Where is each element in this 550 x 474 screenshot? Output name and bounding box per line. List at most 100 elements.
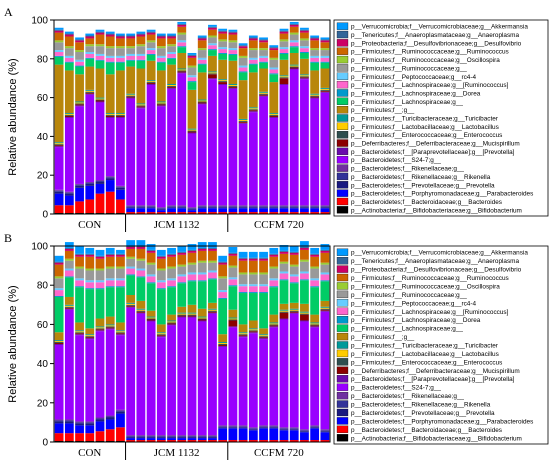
legend-swatch [336,80,349,89]
bar-segment [300,38,309,41]
bar-segment [269,50,279,58]
y-tick-label: 40 [37,359,49,370]
bar-segment [116,330,125,332]
bar-segment [64,117,74,118]
bar-segment [208,205,217,207]
bar-segment [116,186,125,188]
bar-segment [289,21,299,24]
bar-segment [289,67,299,69]
bar-segment [146,438,156,441]
bar-segment [289,24,299,27]
bar-segment [116,254,125,257]
bar-segment [218,80,228,82]
bar-segment [116,70,125,114]
bar-segment [320,306,330,308]
bar-segment [238,334,248,336]
plot-frame [53,245,331,443]
bar-segment [156,435,166,437]
bar-segment [218,28,228,31]
bar-segment [320,206,330,208]
bar-segment [54,420,64,422]
bar-segment [105,286,115,288]
bar-segment [116,322,125,331]
bar-segment [228,32,238,35]
bar-segment [218,298,228,335]
bar-segment [126,97,136,99]
bar-segment [54,147,64,190]
bar-segment [146,80,156,82]
bar-segment [310,206,320,208]
bar-segment [75,65,84,67]
bar-segment [95,431,105,442]
bar-segment [126,36,136,39]
bar-segment [300,208,309,213]
bar-segment [105,253,115,255]
bar-segment [156,208,166,210]
bar-segment [218,207,228,209]
bar-segment [320,250,330,253]
bar-segment [289,26,299,33]
bar-segment [238,122,248,124]
bar-segment [64,113,74,115]
bar-segment [218,49,228,53]
bar-segment [167,323,176,325]
bar-segment [248,57,258,60]
bar-segment [136,205,146,207]
bar-segment [320,431,330,433]
bar-segment [177,254,187,265]
bar-segment [228,326,238,328]
bar-segment [156,258,166,269]
bar-segment [197,281,207,309]
bar-segment [116,427,125,442]
bar-segment [105,247,115,254]
bar-segment [310,428,320,441]
legend-swatch [336,299,349,307]
bar-segment [228,84,238,85]
bar-segment [64,195,74,206]
bar-segment [259,212,268,214]
bar-segment [156,61,166,63]
legend-swatch [336,383,349,391]
bar-segment [64,55,74,58]
bar-segment [279,31,289,34]
bar-segment [187,81,197,83]
bar-segment [105,176,115,178]
legend-label: p__Deferribacteres;f__Deferribacteraceae… [351,368,520,375]
bar-segment [85,282,95,289]
bar-segment [75,280,84,287]
bar-segment [208,27,217,30]
bar-segment [300,207,309,209]
bar-segment [146,83,156,85]
bar-segment [75,286,84,288]
bar-segment [208,78,217,80]
bar-segment [177,46,187,48]
legend-swatch [336,22,349,30]
bar-segment [136,246,146,249]
bar-segment [105,116,115,117]
bar-segment [167,438,176,441]
bar-segment [167,286,176,288]
bar-segment [248,72,258,108]
bar-segment [269,117,279,118]
bar-segment [187,312,197,314]
bar-segment [167,253,176,255]
bar-segment [279,59,289,76]
bar-segment [116,253,125,255]
bar-segment [64,306,74,308]
bar-segment [197,63,207,65]
bar-segment [95,183,105,194]
bar-segment [95,102,105,181]
bar-segment [105,55,115,58]
bar-segment [177,306,187,313]
bar-segment [126,302,136,304]
bar-segment [218,264,228,277]
bar-segment [208,260,217,263]
bar-segment [126,438,136,441]
bar-segment [146,50,156,54]
bar-segment [310,57,320,62]
legend-swatch [336,391,349,400]
bar-segment [156,280,166,283]
legend-swatch [336,341,349,349]
bar-segment [75,422,84,424]
bar-segment [238,324,248,333]
